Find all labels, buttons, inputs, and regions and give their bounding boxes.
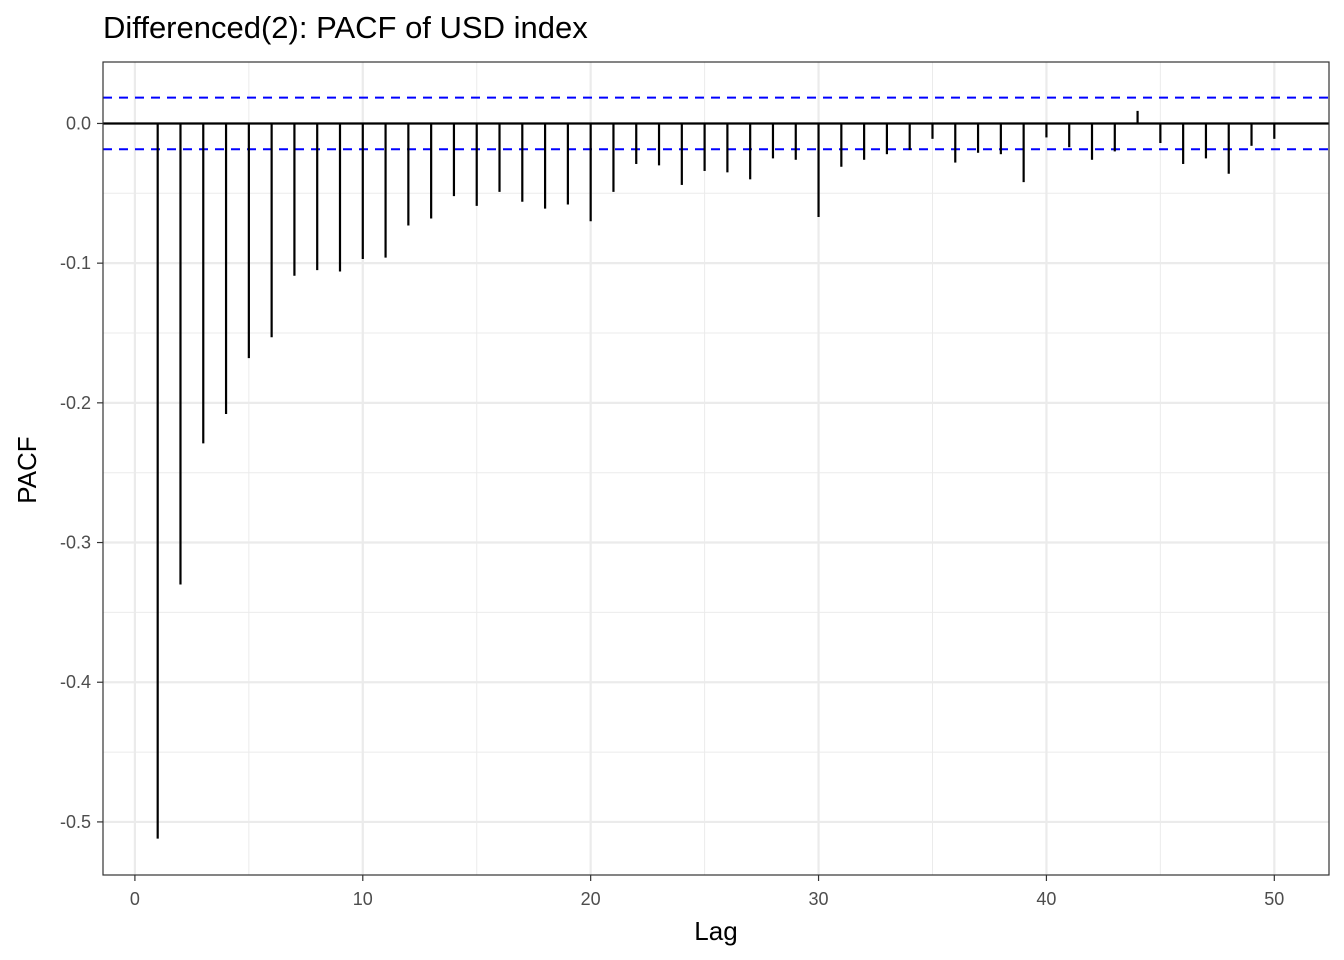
x-tick-label: 30 <box>809 889 829 909</box>
chart-title: Differenced(2): PACF of USD index <box>103 10 588 45</box>
y-tick-label: -0.4 <box>60 672 91 692</box>
confidence-bounds <box>103 96 1329 151</box>
x-axis-title: Lag <box>694 916 737 946</box>
x-tick-label: 0 <box>130 889 140 909</box>
x-tick-label: 20 <box>581 889 601 909</box>
pacf-bars <box>156 110 1276 839</box>
y-tick-label: -0.5 <box>60 812 91 832</box>
x-tick-label: 40 <box>1036 889 1056 909</box>
y-tick-label: -0.3 <box>60 533 91 553</box>
y-tick-label: -0.1 <box>60 253 91 273</box>
grid-lines <box>103 62 1329 875</box>
x-tick-label: 50 <box>1264 889 1284 909</box>
x-axis: 0 10 20 30 40 50 <box>130 875 1284 909</box>
y-axis-title: PACF <box>12 436 42 503</box>
panel-border <box>102 61 1330 876</box>
x-tick-label: 10 <box>353 889 373 909</box>
y-tick-label: -0.2 <box>60 393 91 413</box>
y-tick-label: 0.0 <box>66 113 91 133</box>
y-axis: 0.0 -0.1 -0.2 -0.3 -0.4 -0.5 <box>60 113 103 832</box>
